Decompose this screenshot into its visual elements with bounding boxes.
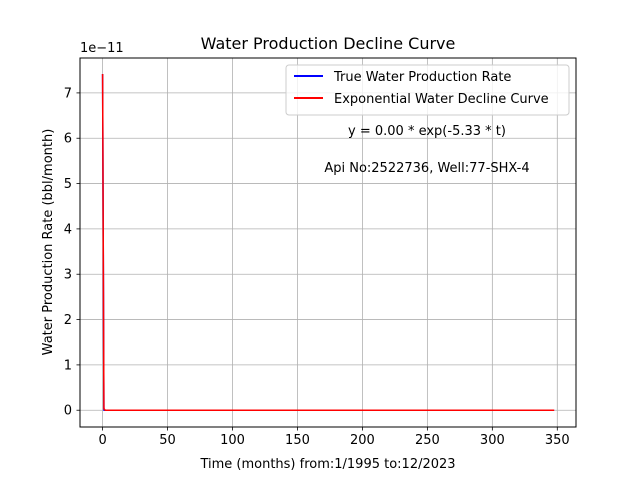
y-tick-label: 7 [64, 86, 72, 101]
x-tick-label: 200 [350, 433, 375, 448]
well-info-annotation: Api No:2522736, Well:77-SHX-4 [324, 161, 529, 176]
chart-title: Water Production Decline Curve [201, 34, 456, 53]
plot-frame [79, 57, 577, 428]
y-axis-offset-label: 1e−11 [80, 41, 124, 56]
legend-label-true-rate: True Water Production Rate [333, 70, 511, 85]
x-tick-label: 350 [545, 433, 570, 448]
y-tick-label: 2 [64, 313, 72, 328]
y-axis-label: Water Production Rate (bbl/month) [41, 129, 56, 356]
x-tick-label: 250 [415, 433, 440, 448]
y-tick-label: 0 [64, 404, 72, 419]
legend: True Water Production Rate Exponential W… [285, 64, 570, 116]
fit-equation-annotation: y = 0.00 * exp(-5.33 * t) [348, 124, 506, 139]
series-exponential-decline-curve [101, 74, 555, 411]
legend-box [285, 64, 570, 116]
x-tick-label: 100 [220, 433, 245, 448]
series-lines [101, 74, 555, 411]
x-axis-label: Time (months) from:1/1995 to:12/2023 [199, 457, 455, 472]
y-tick-label: 5 [64, 177, 72, 192]
x-tick-label: 0 [98, 433, 106, 448]
y-tick-label: 3 [64, 268, 72, 283]
x-axis-ticks: 0 50 100 150 200 250 300 350 [98, 427, 570, 448]
y-axis-ticks: 0 1 2 3 4 5 6 7 [64, 86, 80, 419]
y-tick-label: 4 [64, 222, 72, 237]
y-tick-label: 6 [64, 132, 72, 147]
x-tick-label: 50 [159, 433, 176, 448]
legend-label-decline-curve: Exponential Water Decline Curve [334, 92, 549, 107]
y-tick-label: 1 [64, 358, 72, 373]
x-tick-label: 300 [480, 433, 505, 448]
x-tick-label: 150 [285, 433, 310, 448]
